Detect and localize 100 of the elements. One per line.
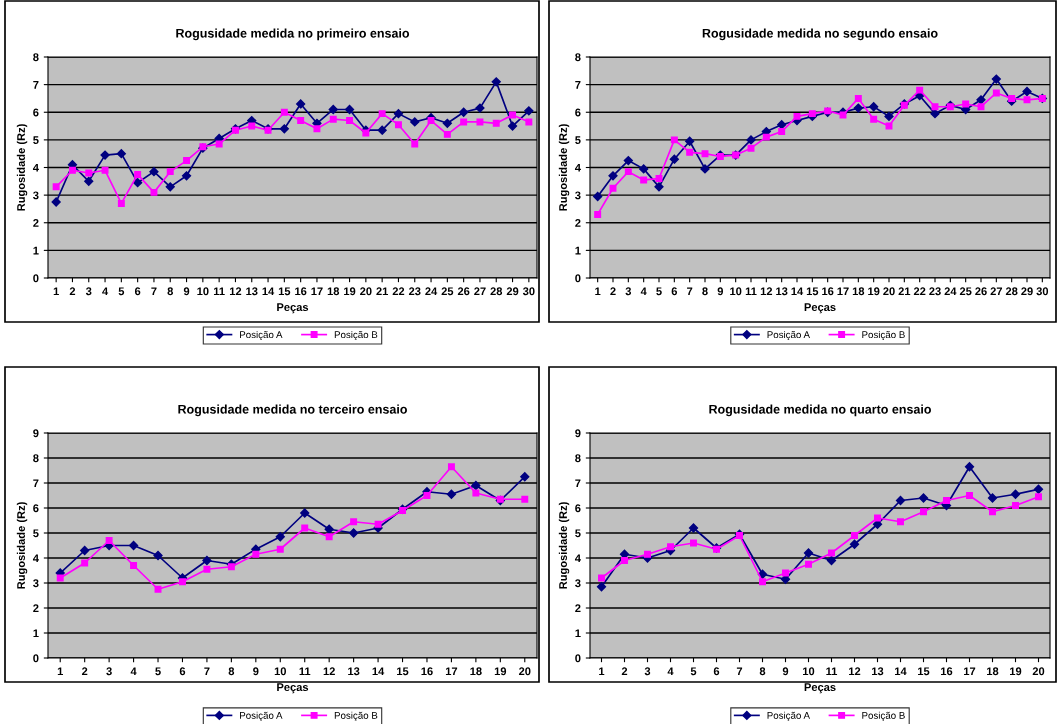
- x-tick-label: 6: [134, 287, 141, 296]
- x-tick-label: 29: [506, 287, 519, 296]
- x-tick-label: 13: [348, 667, 360, 676]
- x-tick-label: 7: [204, 667, 210, 676]
- x-tick-label: 18: [327, 287, 340, 296]
- x-tick-label: 28: [490, 287, 503, 296]
- x-tick-label: 5: [155, 667, 161, 676]
- y-axis-title: Rugosidade (Rz): [558, 124, 570, 211]
- x-tick-label: 19: [868, 287, 880, 296]
- x-tick-label: 9: [782, 667, 789, 676]
- x-tick-label: 2: [621, 667, 628, 676]
- chart-title: Rogusidade medida no segundo ensaio: [702, 28, 938, 41]
- x-tick-label: 6: [713, 667, 720, 676]
- y-tick-label: 1: [575, 629, 581, 638]
- x-tick-label: 4: [667, 667, 674, 676]
- x-tick-label: 16: [941, 667, 953, 676]
- chart-title: Rogusidade medida no terceiro ensaio: [178, 404, 407, 417]
- x-tick-label: 19: [1010, 667, 1022, 676]
- x-tick-label: 26: [457, 287, 470, 296]
- legend-label: Posição B: [334, 330, 378, 341]
- x-tick-label: 23: [929, 287, 941, 296]
- x-tick-label: 12: [229, 287, 242, 296]
- x-tick-label: 18: [987, 667, 999, 676]
- legend-label: Posição A: [240, 330, 283, 341]
- x-tick-label: 15: [918, 667, 930, 676]
- y-tick-label: 0: [33, 654, 39, 663]
- x-tick-label: 13: [872, 667, 884, 676]
- x-tick-label: 11: [826, 667, 838, 676]
- legend-label: Posição B: [334, 711, 378, 721]
- legend-label: Posição A: [240, 711, 283, 721]
- y-tick-label: 3: [33, 579, 39, 588]
- y-tick-label: 4: [574, 554, 581, 563]
- x-tick-label: 8: [167, 287, 173, 296]
- x-tick-label: 8: [228, 667, 235, 676]
- y-tick-label: 5: [33, 529, 39, 538]
- x-tick-label: 20: [1032, 667, 1045, 676]
- y-tick-label: 8: [575, 454, 581, 463]
- y-tick-label: 2: [33, 219, 39, 227]
- x-tick-label: 25: [441, 287, 454, 296]
- y-tick-label: 7: [33, 479, 39, 488]
- x-tick-label: 17: [964, 667, 976, 676]
- x-tick-label: 27: [990, 287, 1003, 296]
- x-tick-label: 18: [852, 287, 865, 296]
- y-tick-label: 8: [33, 454, 39, 463]
- y-tick-label: 8: [575, 53, 581, 62]
- x-tick-label: 5: [118, 287, 125, 296]
- x-tick-label: 21: [898, 287, 911, 296]
- y-tick-label: 6: [33, 504, 39, 513]
- x-tick-label: 1: [595, 287, 601, 296]
- x-tick-label: 16: [295, 287, 307, 296]
- x-tick-label: 6: [179, 667, 186, 676]
- x-tick-label: 14: [262, 287, 275, 296]
- y-tick-label: 3: [575, 191, 581, 200]
- x-tick-label: 19: [344, 287, 356, 296]
- x-tick-label: 1: [53, 287, 59, 296]
- chart-title: Rogusidade medida no primeiro ensaio: [176, 28, 410, 41]
- y-tick-label: 3: [575, 579, 581, 588]
- y-tick-label: 7: [575, 479, 581, 488]
- y-tick-label: 7: [33, 81, 39, 89]
- y-tick-label: 0: [575, 654, 581, 663]
- x-tick-label: 3: [625, 287, 632, 296]
- x-tick-label: 6: [671, 287, 678, 296]
- legend-label: Posição A: [767, 330, 810, 341]
- x-tick-label: 8: [759, 667, 766, 676]
- x-tick-label: 12: [760, 287, 773, 296]
- x-tick-label: 30: [1036, 287, 1049, 296]
- x-tick-label: 13: [246, 287, 258, 296]
- chart-title: Rogusidade medida no quarto ensaio: [709, 404, 931, 417]
- y-tick-label: 8: [33, 53, 39, 62]
- x-tick-label: 10: [730, 287, 742, 296]
- x-tick-label: 2: [610, 287, 616, 296]
- x-tick-label: 4: [102, 287, 109, 296]
- x-tick-label: 15: [397, 667, 409, 676]
- x-tick-label: 27: [474, 287, 486, 296]
- x-tick-label: 30: [522, 287, 535, 296]
- x-axis-title: Peças: [804, 683, 836, 694]
- x-tick-label: 22: [913, 287, 926, 296]
- y-tick-label: 9: [33, 429, 39, 438]
- x-tick-label: 11: [745, 287, 757, 296]
- x-tick-label: 1: [57, 667, 64, 676]
- x-tick-label: 15: [278, 287, 291, 296]
- x-axis-title: Peças: [277, 303, 309, 314]
- x-tick-label: 10: [803, 667, 815, 676]
- y-tick-label: 4: [32, 554, 39, 563]
- y-tick-label: 2: [575, 219, 581, 227]
- legend-label: Posição B: [862, 330, 905, 341]
- x-tick-label: 15: [806, 287, 819, 296]
- x-axis-title: Peças: [804, 303, 836, 314]
- x-tick-label: 18: [470, 667, 482, 676]
- x-tick-label: 13: [776, 287, 788, 296]
- y-tick-label: 3: [33, 191, 39, 200]
- x-tick-label: 17: [311, 287, 323, 296]
- x-tick-label: 21: [376, 287, 389, 296]
- y-tick-label: 2: [33, 604, 39, 613]
- x-tick-label: 24: [944, 287, 957, 296]
- x-tick-label: 17: [445, 667, 458, 676]
- x-tick-label: 7: [151, 287, 157, 296]
- x-tick-label: 4: [130, 667, 137, 676]
- x-tick-label: 9: [253, 667, 259, 676]
- legend-label: Posição B: [862, 711, 905, 721]
